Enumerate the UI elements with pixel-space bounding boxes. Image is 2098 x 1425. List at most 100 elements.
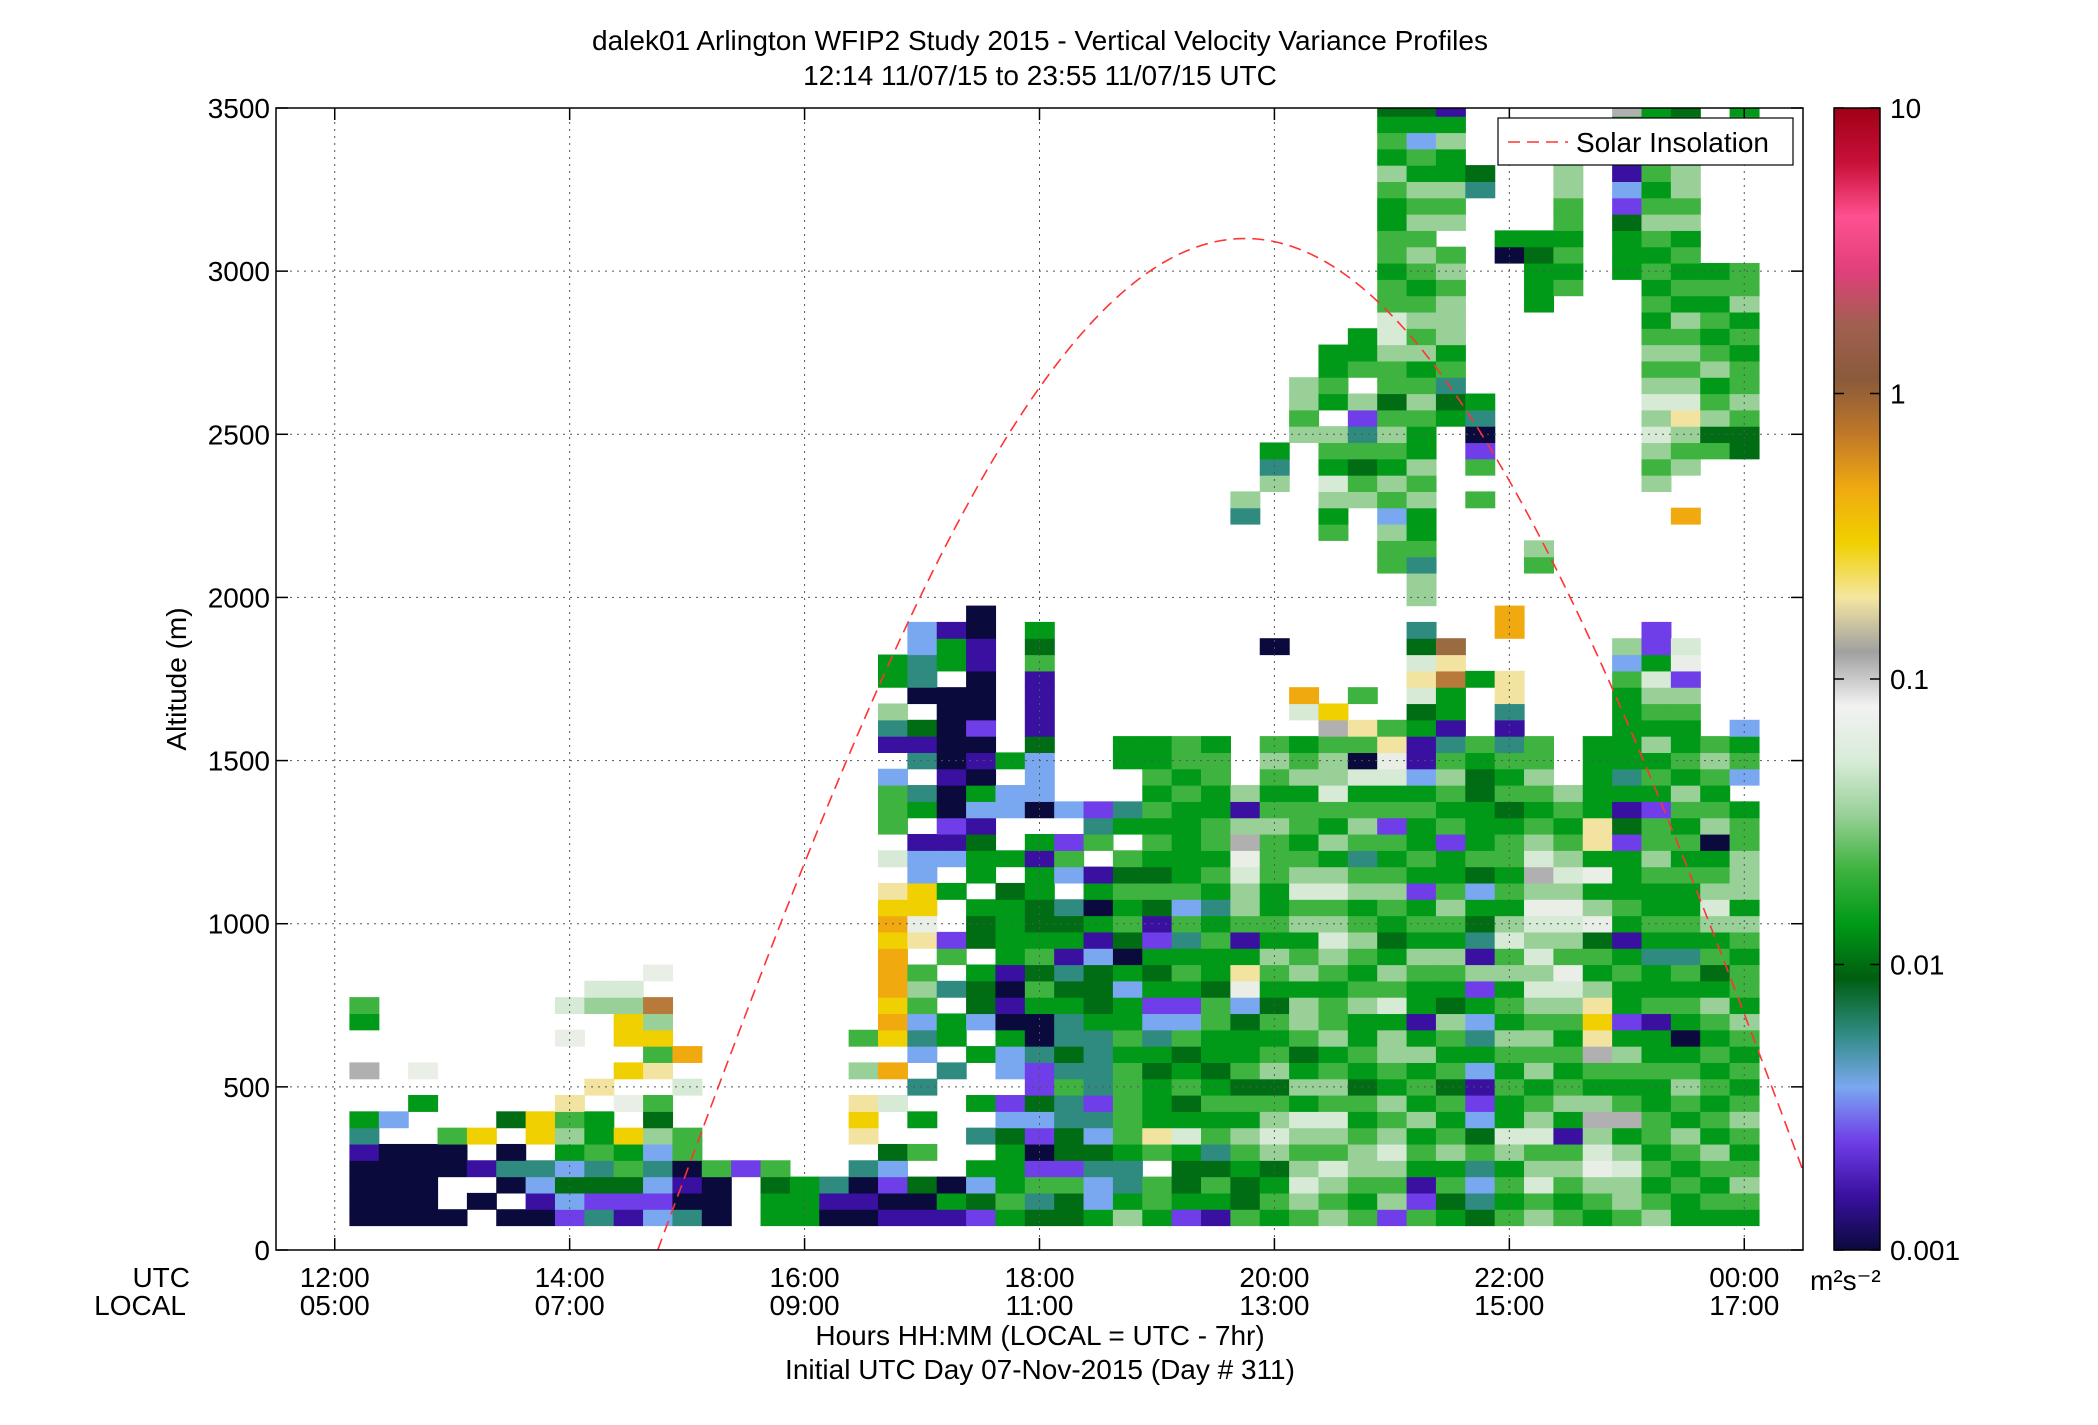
heatmap-cell xyxy=(966,964,997,982)
heatmap-cell xyxy=(1465,165,1496,183)
heatmap-cell xyxy=(1641,311,1672,329)
heatmap-cell xyxy=(643,1176,674,1194)
heatmap-cell xyxy=(1612,1143,1643,1161)
heatmap-cell xyxy=(1318,1046,1349,1063)
heatmap-cell xyxy=(1465,931,1496,949)
y-tick-label: 2500 xyxy=(208,419,270,450)
heatmap-cell xyxy=(466,1192,497,1210)
heatmap-cell xyxy=(672,1046,703,1063)
heatmap-cell xyxy=(584,1176,615,1194)
heatmap-cell xyxy=(1406,1078,1437,1096)
heatmap-cell xyxy=(1700,882,1731,900)
heatmap-cell xyxy=(1700,1046,1731,1063)
heatmap-cell xyxy=(1171,1160,1202,1178)
heatmap-cell xyxy=(1700,833,1731,851)
heatmap-cell xyxy=(1553,964,1584,982)
heatmap-cell xyxy=(1700,1176,1731,1194)
heatmap-cell xyxy=(1259,768,1290,786)
heatmap-cell xyxy=(1171,1062,1202,1080)
heatmap-cell xyxy=(1377,850,1408,868)
heatmap-cell xyxy=(1377,230,1408,248)
heatmap-cell xyxy=(1582,1143,1613,1161)
heatmap-cell xyxy=(1083,833,1114,851)
heatmap-cell xyxy=(1201,801,1231,819)
heatmap-cell xyxy=(643,1013,674,1031)
heatmap-cell xyxy=(1729,426,1760,444)
heatmap-cell xyxy=(1347,1062,1378,1080)
heatmap-cell xyxy=(408,1143,439,1161)
heatmap-cell xyxy=(1700,409,1731,427)
heatmap-cell xyxy=(1406,736,1437,754)
heatmap-cell xyxy=(1259,1029,1290,1047)
heatmap-cell xyxy=(1435,246,1466,264)
heatmap-cell xyxy=(966,1192,997,1210)
heatmap-cell xyxy=(877,801,908,819)
heatmap-cell xyxy=(966,638,997,656)
heatmap-cell xyxy=(1318,980,1349,998)
heatmap-cell xyxy=(1494,1127,1525,1145)
heatmap-cell xyxy=(1024,866,1055,884)
heatmap-cell xyxy=(1318,458,1349,476)
heatmap-cell xyxy=(1171,1209,1202,1227)
heatmap-cell xyxy=(1142,899,1173,917)
heatmap-cell xyxy=(1641,1029,1672,1047)
heatmap-cell xyxy=(1465,393,1496,411)
heatmap-cell xyxy=(1670,638,1701,656)
heatmap-cell xyxy=(378,1209,409,1227)
heatmap-cell xyxy=(1700,262,1731,280)
heatmap-cell xyxy=(1729,866,1760,884)
heatmap-cell xyxy=(995,785,1026,802)
heatmap-cell xyxy=(907,621,938,639)
heatmap-cell xyxy=(877,899,908,917)
heatmap-cell xyxy=(1289,1095,1320,1112)
heatmap-cell xyxy=(1670,1095,1701,1112)
heatmap-cell xyxy=(1641,393,1672,411)
heatmap-cell xyxy=(936,785,967,802)
heatmap-cell xyxy=(1406,980,1437,998)
heatmap-cell xyxy=(1465,670,1496,688)
heatmap-cell xyxy=(1582,1095,1613,1112)
heatmap-cell xyxy=(1641,377,1672,395)
heatmap-cell xyxy=(1201,931,1231,949)
heatmap-cell xyxy=(672,1143,703,1161)
heatmap-cell xyxy=(966,997,997,1015)
heatmap-cell xyxy=(1494,1111,1525,1129)
heatmap-cell xyxy=(1494,964,1525,982)
heatmap-cell xyxy=(1465,1127,1496,1145)
heatmap-cell xyxy=(496,1111,527,1129)
heatmap-cell xyxy=(378,1160,409,1178)
heatmap-cell xyxy=(1318,964,1349,982)
heatmap-cell xyxy=(1318,491,1349,509)
heatmap-cell xyxy=(1641,654,1672,672)
heatmap-cell xyxy=(966,850,997,868)
heatmap-cell xyxy=(1201,850,1231,868)
y-tick-label: 1000 xyxy=(208,909,270,940)
heatmap-cell xyxy=(966,866,997,884)
heatmap-cell xyxy=(1435,1127,1466,1145)
heatmap-cell xyxy=(1259,866,1290,884)
heatmap-cell xyxy=(848,1095,879,1112)
heatmap-cell xyxy=(1377,524,1408,541)
heatmap-cell xyxy=(1112,964,1143,982)
heatmap-cell xyxy=(1024,980,1055,998)
heatmap-cell xyxy=(1318,833,1349,851)
heatmap-cell xyxy=(1465,458,1496,476)
heatmap-cell xyxy=(1406,719,1437,737)
heatmap-cell xyxy=(1230,833,1261,851)
heatmap-cell xyxy=(1700,899,1731,917)
heatmap-cell xyxy=(1406,1111,1437,1129)
heatmap-cell xyxy=(1201,768,1231,786)
heatmap-cell xyxy=(1553,1160,1584,1178)
heatmap-cell xyxy=(1435,703,1466,721)
heatmap-cell xyxy=(1406,540,1437,558)
heatmap-cell xyxy=(1112,866,1143,884)
heatmap-cell xyxy=(1435,377,1466,395)
heatmap-cell xyxy=(877,997,908,1015)
heatmap-cell xyxy=(1641,899,1672,917)
heatmap-cell xyxy=(1641,475,1672,492)
heatmap-cell xyxy=(1700,1143,1731,1161)
heatmap-cell xyxy=(936,654,967,672)
heatmap-cell xyxy=(1524,262,1554,280)
heatmap-cell xyxy=(1465,768,1496,786)
heatmap-cell xyxy=(1524,752,1554,770)
